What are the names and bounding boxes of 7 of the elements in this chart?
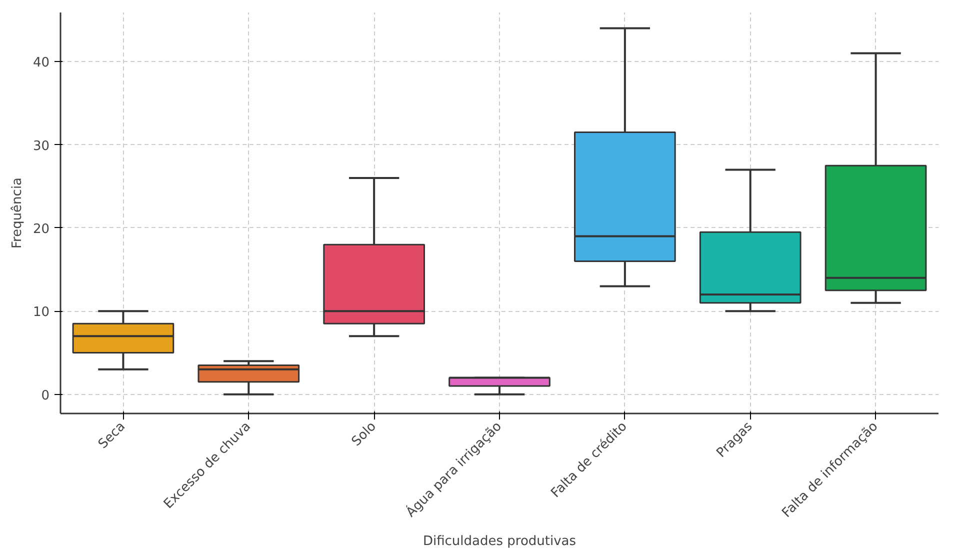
x-axis-title: Dificuldades produtivas	[422, 534, 576, 550]
y-axis-title: Frequência	[10, 177, 25, 249]
y-tick-label: 20	[32, 222, 50, 237]
y-tick-label: 0	[41, 388, 50, 404]
y-tick-label: 10	[32, 305, 50, 320]
y-tick-label: 40	[32, 56, 50, 71]
y-tick-label: 30	[32, 138, 50, 154]
